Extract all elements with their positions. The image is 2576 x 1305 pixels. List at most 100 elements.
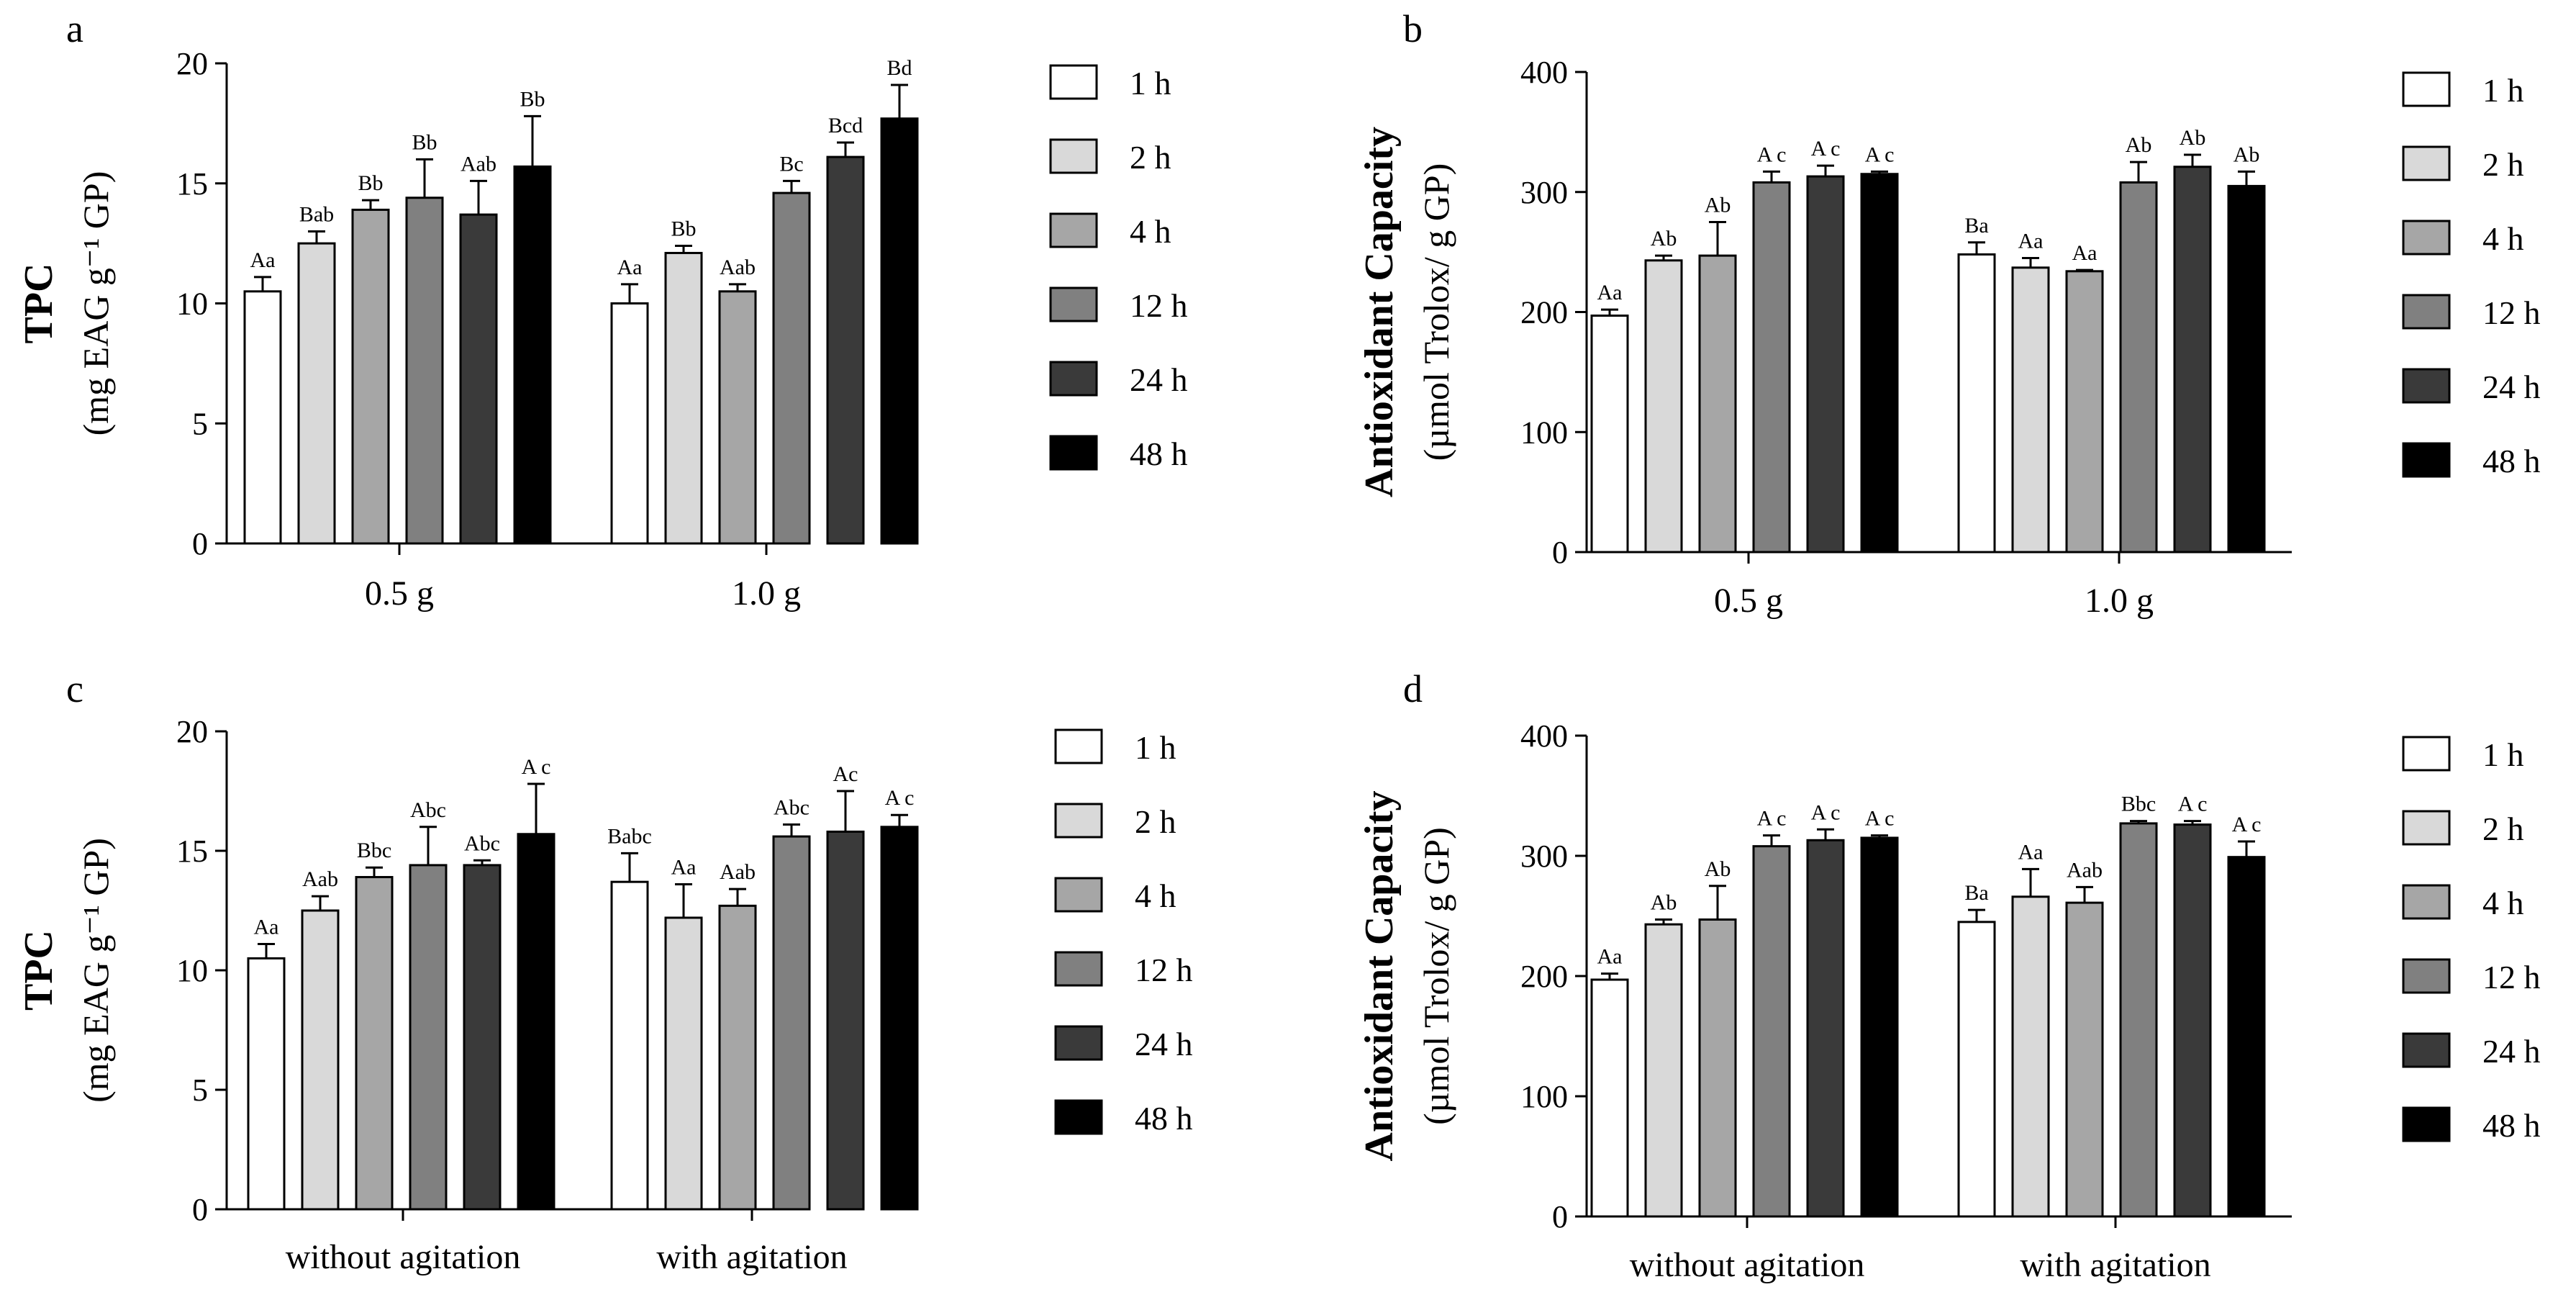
legend-label: 48 h — [1130, 435, 1188, 472]
legend-swatch — [2402, 736, 2451, 772]
legend-swatch — [2402, 368, 2451, 404]
significance-label: Aa — [2072, 241, 2097, 265]
legend-swatch — [2402, 958, 2451, 994]
legend-swatch — [1049, 138, 1098, 174]
significance-label: Bb — [520, 87, 545, 111]
legend-label: 48 h — [2482, 1107, 2541, 1144]
legend-swatch — [2402, 442, 2451, 478]
category-label: 0.5 g — [1714, 582, 1783, 620]
y-tick-label: 0 — [192, 1192, 208, 1227]
legend-label: 2 h — [2482, 810, 2524, 847]
significance-label: A c — [885, 786, 915, 810]
significance-label: Ac — [833, 762, 858, 786]
significance-label: Bc — [779, 152, 803, 176]
significance-label: Bb — [412, 130, 437, 154]
bar — [772, 835, 811, 1211]
y-axis-title: TPC — [17, 930, 61, 1011]
significance-label: A c — [1865, 143, 1895, 166]
y-tick-label: 300 — [1520, 175, 1568, 210]
bar — [459, 213, 498, 545]
bar — [2227, 184, 2266, 554]
significance-label: Bbc — [357, 839, 391, 862]
y-axis-subtitle: (µmol Trolox/ g GP) — [1416, 827, 1456, 1125]
bar — [718, 290, 757, 545]
bar — [2173, 166, 2212, 554]
significance-label: Ba — [1964, 881, 1988, 905]
legend-swatch — [1049, 212, 1098, 248]
panel-a: a 0 5 10 15 20 0.5 g 1.0 g TPC (mg EAG g⁻¹ GP) Aa A… — [17, 7, 1188, 613]
legend: 1 h 2 h 4 h 12 h 24 h 48 h — [2402, 71, 2541, 479]
significance-label: Bb — [671, 217, 696, 240]
legend-label: 1 h — [2482, 72, 2524, 109]
y-tick-label: 200 — [1520, 295, 1568, 330]
bar — [1860, 836, 1899, 1218]
bar — [1590, 978, 1629, 1218]
y-tick-label: 200 — [1520, 959, 1568, 994]
bar — [409, 864, 448, 1211]
bar — [2227, 856, 2266, 1218]
significance-label: Aab — [302, 867, 338, 891]
legend-label: 2 h — [2482, 146, 2524, 183]
bar — [610, 880, 649, 1211]
legend-label: 12 h — [1135, 952, 1193, 988]
bar — [2173, 823, 2212, 1218]
significance-label: A c — [1811, 137, 1841, 161]
significance-label: Ba — [1964, 214, 1988, 238]
significance-label: A c — [2232, 813, 2262, 836]
category-label: 1.0 g — [732, 574, 801, 613]
significance-label: Bb — [358, 171, 383, 195]
legend-label: 24 h — [1130, 361, 1188, 398]
category-label: 0.5 g — [365, 574, 434, 613]
significance-label: Ab — [1705, 193, 1731, 217]
significance-label: Bcd — [828, 114, 863, 137]
legend-label: 1 h — [1135, 729, 1176, 766]
bar — [2011, 895, 2050, 1218]
significance-label: Aa — [2018, 840, 2044, 864]
legend-label: 1 h — [1130, 65, 1171, 101]
legend-swatch — [2402, 294, 2451, 330]
legend: 1 h 2 h 4 h 12 h 24 h 48 h — [2402, 736, 2541, 1144]
significance-label: Aa — [1597, 945, 1623, 969]
significance-label: A c — [1757, 807, 1787, 831]
legend-swatch — [1054, 803, 1103, 839]
category-label: with agitation — [2020, 1246, 2210, 1284]
y-axis-title: Antioxidant Capacity — [1357, 127, 1402, 497]
significance-label: Aa — [1597, 281, 1623, 304]
bar — [610, 302, 649, 545]
bar — [2119, 181, 2158, 554]
y-tick-label: 20 — [176, 714, 208, 749]
bar — [243, 290, 282, 545]
bar — [880, 117, 919, 545]
significance-label: Bab — [299, 202, 334, 226]
legend-swatch — [2402, 220, 2451, 256]
bar — [355, 876, 394, 1211]
bar — [826, 155, 865, 545]
y-tick-label: 400 — [1520, 718, 1568, 754]
legend-label: 4 h — [1130, 213, 1171, 250]
y-axis-subtitle: (mg EAG g⁻¹ GP) — [76, 171, 116, 436]
legend-swatch — [2402, 1032, 2451, 1068]
bar — [517, 833, 555, 1211]
y-tick-label: 15 — [176, 166, 208, 202]
significance-label: Aa — [617, 256, 643, 279]
bar — [513, 165, 552, 545]
significance-label: Babc — [607, 824, 652, 848]
bar — [1806, 839, 1845, 1218]
panel-c: c 0 5 10 15 20 without agitation with agitation… — [17, 667, 1193, 1276]
legend: 1 h 2 h 4 h 12 h 24 h 48 h — [1054, 728, 1193, 1137]
y-axis-subtitle: (mg EAG g⁻¹ GP) — [76, 838, 116, 1103]
legend-swatch — [1049, 64, 1098, 100]
legend-swatch — [1054, 1025, 1103, 1061]
significance-label: Aa — [671, 855, 697, 879]
panel-letter: a — [66, 7, 83, 50]
y-tick-label: 10 — [176, 286, 208, 322]
legend-label: 2 h — [1135, 803, 1176, 840]
significance-label: Abc — [774, 795, 809, 819]
significance-label: Abc — [464, 831, 500, 855]
significance-label: A c — [1865, 807, 1895, 831]
legend-swatch — [2402, 810, 2451, 846]
y-tick-label: 100 — [1520, 415, 1568, 450]
significance-label: Ab — [1705, 857, 1731, 881]
y-axis-subtitle: (µmol Trolox/ g GP) — [1416, 163, 1456, 461]
